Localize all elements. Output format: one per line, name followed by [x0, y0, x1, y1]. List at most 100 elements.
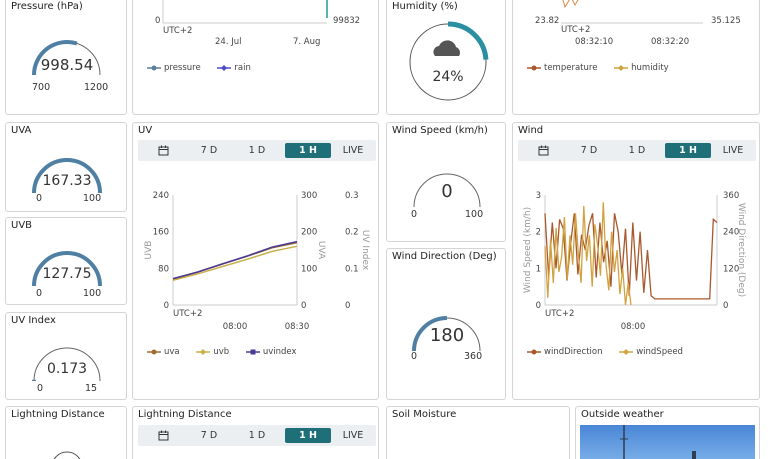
card-title: Outside weather [581, 409, 664, 420]
timezone-label: UTC+2 [561, 25, 590, 35]
x-tick: 7. Aug [293, 37, 320, 47]
y-tick: 300 [301, 191, 317, 201]
gauge-max: 360 [464, 351, 483, 362]
tab-1h[interactable]: 1 H [285, 143, 331, 158]
gauge-arc [412, 316, 481, 352]
series-line-windDirection [544, 213, 718, 300]
y-tick: 100 [301, 264, 317, 274]
legend-label: windSpeed [636, 347, 683, 357]
legend-item[interactable]: rain [217, 63, 251, 73]
gauge-min: 0 [37, 383, 44, 394]
calendar-icon[interactable] [156, 143, 170, 158]
wind-speed-card: Wind Speed (km/h) 0 0 100 [386, 122, 506, 242]
pressure-chart-card: 0 99832 UTC+2 24. Jul 7. Aug pressure ra… [132, 0, 379, 115]
gauge-min: 0 [36, 288, 43, 299]
tab-7d[interactable]: 7 D [580, 145, 598, 156]
timezone-label: UTC+2 [545, 309, 574, 319]
legend-item[interactable]: temperature [527, 63, 597, 73]
legend-item[interactable]: uvb [196, 347, 229, 357]
legend-label: uva [164, 347, 180, 357]
tab-7d[interactable]: 7 D [200, 145, 218, 156]
gauge-value: 127.75 [42, 266, 92, 282]
legend-item[interactable]: uvindex [245, 347, 297, 357]
timezone-label: UTC+2 [173, 309, 202, 319]
y-tick: 0 [723, 301, 728, 311]
gauge-arc [53, 451, 81, 459]
legend-label: rain [234, 63, 251, 73]
gauge-max: 1200 [84, 82, 109, 93]
card-title: Humidity (%) [392, 1, 458, 12]
pressure-card: Pressure (hPa) 998.54 700 1200 [5, 0, 127, 115]
tab-1h[interactable]: 1 H [285, 428, 331, 443]
gauge-arc [32, 158, 102, 194]
wind-direction-card: Wind Direction (Deg) 180 0 360 [386, 248, 506, 400]
tab-live[interactable]: LIVE [342, 430, 364, 441]
legend-item[interactable]: uva [147, 347, 180, 357]
uv-index-card: UV Index 0.173 0 15 [5, 312, 127, 400]
soil-moisture-card: Soil Moisture [386, 406, 570, 459]
card-title: UV Index [11, 315, 56, 326]
uv-chart: 0 80 160 240 0 100 200 300 0 0.1 0.2 0.3 UVB UVA UV In… [144, 191, 370, 332]
axis-title: UVA [316, 241, 326, 260]
gauge-min: 700 [32, 82, 51, 93]
humidity-value: 24% [432, 69, 463, 85]
legend-item[interactable]: windSpeed [619, 347, 683, 357]
axis-title: UV Index [360, 230, 370, 271]
y2-tick: 99832 [333, 16, 360, 26]
tab-live[interactable]: LIVE [722, 145, 744, 156]
gauge-value: 180 [429, 325, 465, 346]
wind-chart: 0 1 2 3 0 120 240 360 Wind Speed (km/h) Wind Dire… [523, 191, 746, 332]
y-tick: 23.82 [535, 16, 559, 26]
y-tick: 0 [155, 16, 160, 26]
lightning-chart-card: Lightning Distance 7 D 1 D 1 H LIVE [132, 406, 379, 459]
chart-legend: windDirection windSpeed [527, 347, 697, 357]
series-line-windSpeed [544, 202, 632, 306]
gauge-fill [412, 316, 448, 352]
x-tick: 08:00 [621, 322, 646, 332]
gauge-max: 15 [85, 383, 98, 394]
tab-live[interactable]: LIVE [342, 145, 364, 156]
legend-item[interactable]: windDirection [527, 347, 603, 357]
timezone-label: UTC+2 [163, 26, 192, 36]
y-tick: 120 [723, 264, 739, 274]
legend-item[interactable]: pressure [147, 63, 201, 73]
legend-label: uvb [213, 347, 230, 357]
card-title: Pressure (hPa) [11, 1, 83, 12]
y-tick: 0 [164, 301, 169, 311]
gauge-min: 0 [36, 193, 43, 204]
y-tick: 0.2 [345, 228, 359, 238]
series-line-uvindex [172, 240, 298, 280]
y-tick: 160 [153, 228, 169, 238]
uvb-card: UVB 127.75 0 100 [5, 217, 127, 305]
calendar-icon[interactable] [156, 428, 170, 443]
y-tick: 1 [536, 264, 541, 274]
gauge-fill [32, 40, 78, 76]
y-tick: 360 [723, 191, 739, 201]
y-tick: 3 [536, 191, 541, 201]
tab-1h[interactable]: 1 H [665, 143, 711, 158]
y-tick: 200 [301, 228, 317, 238]
outside-weather-image [580, 425, 755, 459]
gauge-arc [32, 40, 101, 76]
tab-1d[interactable]: 1 D [628, 145, 646, 156]
tab-7d[interactable]: 7 D [200, 430, 218, 441]
x-tick: 08:32:20 [651, 37, 689, 47]
x-tick: 08:30 [285, 322, 310, 332]
calendar-icon[interactable] [536, 143, 550, 158]
y-tick: 80 [158, 264, 169, 274]
y-tick: 240 [723, 228, 739, 238]
gauge-arc [32, 251, 102, 287]
gauge-fill [32, 158, 102, 194]
tab-1d[interactable]: 1 D [248, 430, 266, 441]
gauge-value: 167.33 [42, 173, 92, 189]
lightning-card: Lightning Distance [5, 406, 127, 459]
legend-label: windDirection [544, 347, 603, 357]
temperature-chart-card: 23.82 35.125 UTC+2 08:32:10 08:32:20 tem… [512, 0, 760, 115]
y-tick: 0 [345, 301, 350, 311]
pressure-chart: 0 99832 UTC+2 24. Jul 7. Aug [155, 0, 360, 47]
axis-title: Wind Direction (Deg) [736, 203, 746, 297]
tab-1d[interactable]: 1 D [248, 145, 266, 156]
legend-item[interactable]: humidity [614, 63, 669, 73]
card-title: UV [138, 125, 153, 136]
x-tick: 08:32:10 [575, 37, 613, 47]
